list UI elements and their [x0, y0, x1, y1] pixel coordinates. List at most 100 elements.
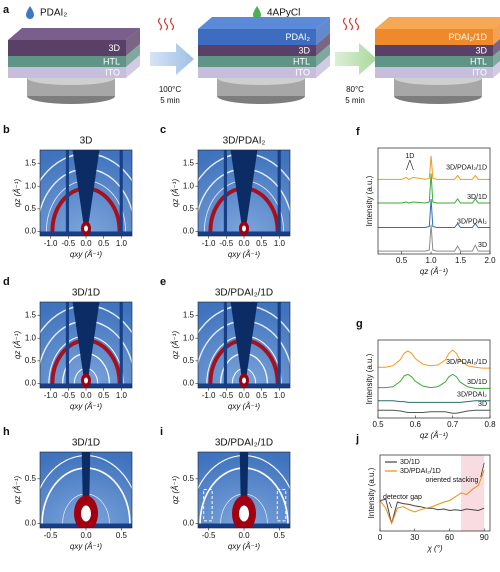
layer-side: [316, 33, 330, 56]
panel-label: d: [3, 276, 10, 288]
x-tick-label: 0.5: [98, 391, 110, 400]
x-tick-label: 0.6: [410, 420, 422, 429]
x-axis-label: qxy (Å⁻¹): [70, 250, 103, 259]
annotation-arrow: [406, 159, 411, 171]
panel-title: 3D/PDAI₂/1D: [215, 288, 273, 299]
y-tick-label: 0.0: [25, 379, 37, 388]
x-tick-label: -0.5: [219, 239, 233, 248]
detector-image: [198, 452, 290, 528]
x-axis-label: qxy (Å⁻¹): [70, 402, 103, 411]
layer-label: 3D: [298, 45, 310, 55]
highlight-band: [461, 455, 485, 531]
layer: [198, 45, 316, 56]
series-label: 3D: [478, 401, 487, 408]
plot-frame: [377, 339, 491, 419]
x-tick-label: 0.5: [256, 391, 268, 400]
panel-label: b: [3, 124, 10, 136]
arrow: [150, 43, 194, 75]
y-tick-label: 1.5: [25, 159, 37, 168]
y-axis-label: qz (Å⁻¹): [171, 331, 180, 360]
y-tick-label: 0.5: [25, 356, 37, 365]
y-axis-label: Intensity (a.u.): [365, 175, 374, 226]
x-tick-label: 0.5: [116, 531, 128, 540]
detector-image: [40, 452, 132, 528]
layer: [375, 67, 493, 78]
x-tick-label: 0.0: [80, 239, 92, 248]
x-axis-label: qxy (Å⁻¹): [228, 250, 261, 259]
series-label: 3D/PDAI₂/1D: [446, 359, 487, 366]
series-line: [378, 409, 490, 414]
layer-side: [316, 44, 330, 67]
x-tick-label: 0.5: [396, 256, 408, 265]
layer-top: [8, 28, 140, 40]
y-tick-label: 0.0: [183, 379, 195, 388]
x-tick-label: -1.0: [44, 391, 58, 400]
y-tick-label: 1.5: [183, 159, 195, 168]
layer-side: [126, 55, 140, 78]
series-label: 3D/PDAI₂: [457, 392, 487, 399]
x-tick-label: -0.5: [44, 531, 58, 540]
beamstop-wedge: [72, 302, 100, 384]
y-tick-label: 0.5: [183, 204, 195, 213]
y-tick-label: 1.0: [25, 333, 37, 342]
y-tick-label: 0.5: [25, 474, 37, 483]
layer: [198, 67, 316, 78]
x-tick-label: -0.5: [219, 391, 233, 400]
series-line: [378, 198, 490, 228]
layer-side: [493, 23, 500, 45]
y-axis-label: qz (Å⁻¹): [171, 476, 180, 505]
layer-top: [375, 17, 500, 29]
layer-label: ITO: [105, 67, 120, 77]
detector-gap: [223, 302, 228, 388]
layer-side: [126, 28, 140, 56]
panel-label: h: [3, 426, 10, 438]
plot-frame: [377, 147, 491, 255]
y-tick-label: 0.0: [183, 227, 195, 236]
series-line: [378, 400, 490, 403]
legend-label: 3D/1D: [400, 459, 420, 466]
x-tick-label: 1.0: [425, 256, 437, 265]
x-tick-label: -0.5: [61, 239, 75, 248]
y-tick-label: 0.0: [183, 519, 195, 528]
step-time: 5 min: [160, 96, 180, 105]
specular-core: [84, 225, 88, 232]
x-tick-label: -0.5: [202, 531, 216, 540]
x-tick-label: -0.5: [61, 391, 75, 400]
reagent-label: PDAI₂: [40, 8, 67, 19]
y-axis-label: Intensity (a.u.): [367, 467, 376, 518]
droplet-icon: [26, 6, 34, 19]
layer-side: [493, 61, 500, 78]
annotation: 1D: [405, 153, 414, 160]
series-line: [378, 155, 490, 180]
panel-title: 3D/1D: [72, 288, 100, 299]
x-tick-label: -1.0: [202, 239, 216, 248]
x-tick-label: 30: [410, 533, 419, 542]
series-label: 3D: [478, 242, 487, 249]
y-tick-label: 0.5: [183, 474, 195, 483]
x-tick-label: 0.8: [484, 420, 496, 429]
x-tick-label: 1.0: [116, 239, 128, 248]
step-temperature: 80°C: [346, 85, 364, 94]
panel-label: g: [356, 318, 363, 330]
layer: [375, 45, 493, 56]
annotation: oriented stacking: [425, 477, 478, 484]
layer-top: [198, 17, 330, 29]
series-line: [379, 470, 485, 525]
layer-side: [493, 50, 500, 67]
y-tick-label: 1.0: [183, 333, 195, 342]
x-axis-label: qxy (Å⁻¹): [228, 542, 261, 551]
detector-gap: [277, 150, 281, 236]
x-tick-label: 0.0: [80, 531, 92, 540]
reagent-label: 4APyCl: [267, 8, 300, 19]
series-label: 3D/PDAI₂: [457, 218, 487, 225]
x-axis-label: qxy (Å⁻¹): [70, 542, 103, 551]
layer-label: ITO: [472, 67, 487, 77]
beamstop-wedge: [72, 150, 100, 232]
detector-image: [40, 150, 132, 236]
x-tick-label: 0.5: [98, 239, 110, 248]
y-axis-label: qz (Å⁻¹): [171, 179, 180, 208]
y-tick-label: 0.0: [25, 519, 37, 528]
layer: [8, 67, 126, 78]
y-axis-label: qz (Å⁻¹): [13, 179, 22, 208]
